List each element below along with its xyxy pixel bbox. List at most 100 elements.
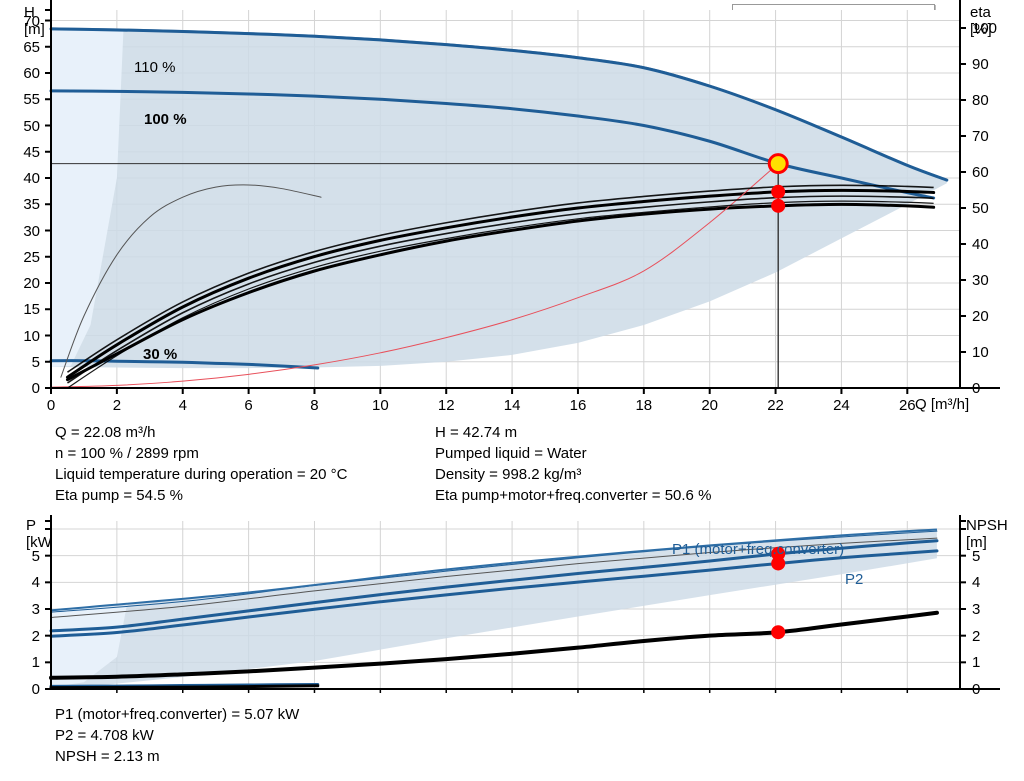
eta-tick-label: 80 (972, 92, 989, 109)
operating-point-marker (767, 153, 789, 175)
h-axis-title: H [m] (24, 4, 45, 38)
h-tick-label: 10 (23, 327, 40, 345)
info-h: H = 42.74 m (435, 424, 518, 441)
curve-p2 (49, 549, 939, 638)
curve-label-110-text: 110 % (134, 59, 176, 76)
npsh-axis-unit-text: [m] (966, 534, 987, 551)
head-efficiency-chart: H [m] eta [%] Q [m³/h] NKE 32-200.1/205,… (23, 0, 1000, 414)
info-eta-total: Eta pump+motor+freq.converter = 50.6 % (435, 487, 712, 504)
eta-tick-label: 40 (972, 236, 989, 253)
eta-tick-label: 30 (972, 272, 989, 289)
info-p2: P2 = 4.708 kW (55, 727, 154, 744)
info-npsh: NPSH = 2.13 m (55, 748, 160, 765)
curve-p2-envelope-upper (50, 537, 938, 619)
q-tick-label: 12 (437, 397, 455, 414)
eta-axis-title: eta [%] (970, 4, 992, 38)
q-tick-label: 16 (569, 397, 587, 414)
q-axis-title: Q [m³/h] (915, 396, 969, 413)
eta-marker (771, 198, 786, 213)
eta-tick-label: 10 (972, 344, 989, 361)
q-tick-label: 2 (112, 397, 122, 414)
curve-eta-pump-motor-freq-converter (65, 202, 936, 382)
p-axis-title-text: P (26, 517, 37, 534)
npsh-tick-label: 4 (972, 574, 981, 592)
power-npsh-plot (45, 515, 1000, 693)
eta-tick-label: 90 (972, 56, 989, 73)
q-axis-title-text: Q [m³/h] (915, 396, 970, 413)
curve-eta-30-reference (60, 184, 322, 378)
q-tick-label: 26 (898, 397, 916, 414)
npsh-tick-label: 0 (972, 681, 981, 698)
p-tick-label: 4 (31, 574, 40, 592)
h-tick-label: 15 (23, 301, 40, 319)
eta-axis-title-text: eta (970, 4, 991, 21)
eta-tick-label: 70 (972, 128, 989, 145)
curve-label-p2: P2 (845, 572, 863, 587)
curve-label-30-text: 30 % (143, 346, 178, 363)
q-tick-label: 10 (372, 397, 389, 414)
q-tick-label: 22 (767, 397, 784, 414)
p-tick-label: 5 (31, 547, 40, 565)
curve-label-p1: P1 (motor+freq.converter) (672, 542, 844, 557)
h-tick-label: 0 (31, 380, 40, 397)
q-tick-label: 24 (833, 397, 850, 414)
info-eta-pump: Eta pump = 54.5 % (55, 487, 183, 504)
info-top-right: H = 42.74 m Pumped liquid = Water Densit… (435, 422, 711, 506)
info-n: n = 100 % / 2899 rpm (55, 445, 199, 462)
info-q: Q = 22.08 m³/h (55, 424, 156, 441)
p-tick-label: 0 (31, 681, 40, 698)
h-tick-label: 5 (31, 353, 40, 371)
info-pumped-liquid: Pumped liquid = Water (435, 445, 587, 462)
p-axis-unit-text: [kW] (26, 534, 56, 551)
q-tick-label: 20 (701, 397, 719, 414)
q-tick-label: 0 (46, 397, 56, 414)
npsh-tick-label: 5 (972, 547, 981, 565)
curve-label-30: 30 % (143, 347, 177, 362)
npsh-axis-title-text: NPSH (966, 517, 1008, 534)
curve-100-head-curve (49, 89, 936, 200)
h-tick-label: 30 (23, 222, 40, 240)
operating-point-marker-npsh (771, 625, 786, 640)
h-tick-label: 60 (23, 65, 40, 82)
eta-tick-label: 50 (972, 200, 989, 217)
h-tick-label: 35 (23, 196, 40, 214)
h-axis-title-text: H (24, 4, 35, 21)
curve-npsh (49, 610, 939, 680)
q-tick-label: 14 (503, 397, 521, 414)
h-tick-label: 55 (23, 91, 40, 109)
eta-axis-unit-text: [%] (970, 21, 992, 38)
npsh-tick-label: 1 (972, 654, 981, 672)
p-axis-title: P [kW] (26, 517, 56, 551)
q-tick-label: 6 (244, 397, 253, 414)
curve-label-100: 100 % (144, 112, 187, 127)
curve-p1-motor-freq-converter- (49, 539, 939, 633)
curve-label-100-text: 100 % (144, 111, 187, 128)
h-axis-unit-text: [m] (24, 21, 45, 38)
info-p1: P1 (motor+freq.converter) = 5.07 kW (55, 706, 300, 723)
eta-marker (771, 184, 786, 199)
curve-label-110: 110 % (134, 60, 175, 75)
npsh-tick-label: 2 (972, 627, 981, 645)
power-npsh-chart: P [kW] NPSH [m] P1 (motor+freq.converter… (0, 515, 1024, 705)
npsh-axis-title: NPSH [m] (966, 517, 1008, 551)
curve-npsh-30-curve (49, 684, 320, 690)
curve-eta-pump-100- (65, 188, 936, 379)
p-tick-label: 2 (31, 627, 40, 645)
curve-label-p2-text: P2 (845, 571, 864, 588)
p-tick-label: 1 (31, 654, 40, 672)
h-tick-label: 45 (23, 143, 40, 161)
h-tick-label: 65 (23, 38, 40, 56)
info-liquid-temp: Liquid temperature during operation = 20… (55, 466, 348, 483)
info-top-left: Q = 22.08 m³/h n = 100 % / 2899 rpm Liqu… (55, 422, 347, 506)
h-tick-label: 50 (23, 117, 40, 135)
curve-p1-envelope-upper (50, 530, 938, 613)
npsh-tick-label: 3 (972, 601, 981, 618)
eta-tick-label: 100 (972, 20, 998, 37)
curve-system-duty-curve (50, 163, 779, 388)
h-tick-label: 40 (23, 170, 40, 187)
q-tick-label: 8 (310, 397, 319, 414)
p-tick-label: 3 (31, 601, 40, 618)
eta-tick-label: 0 (972, 380, 981, 397)
q-tick-label: 4 (178, 397, 187, 414)
